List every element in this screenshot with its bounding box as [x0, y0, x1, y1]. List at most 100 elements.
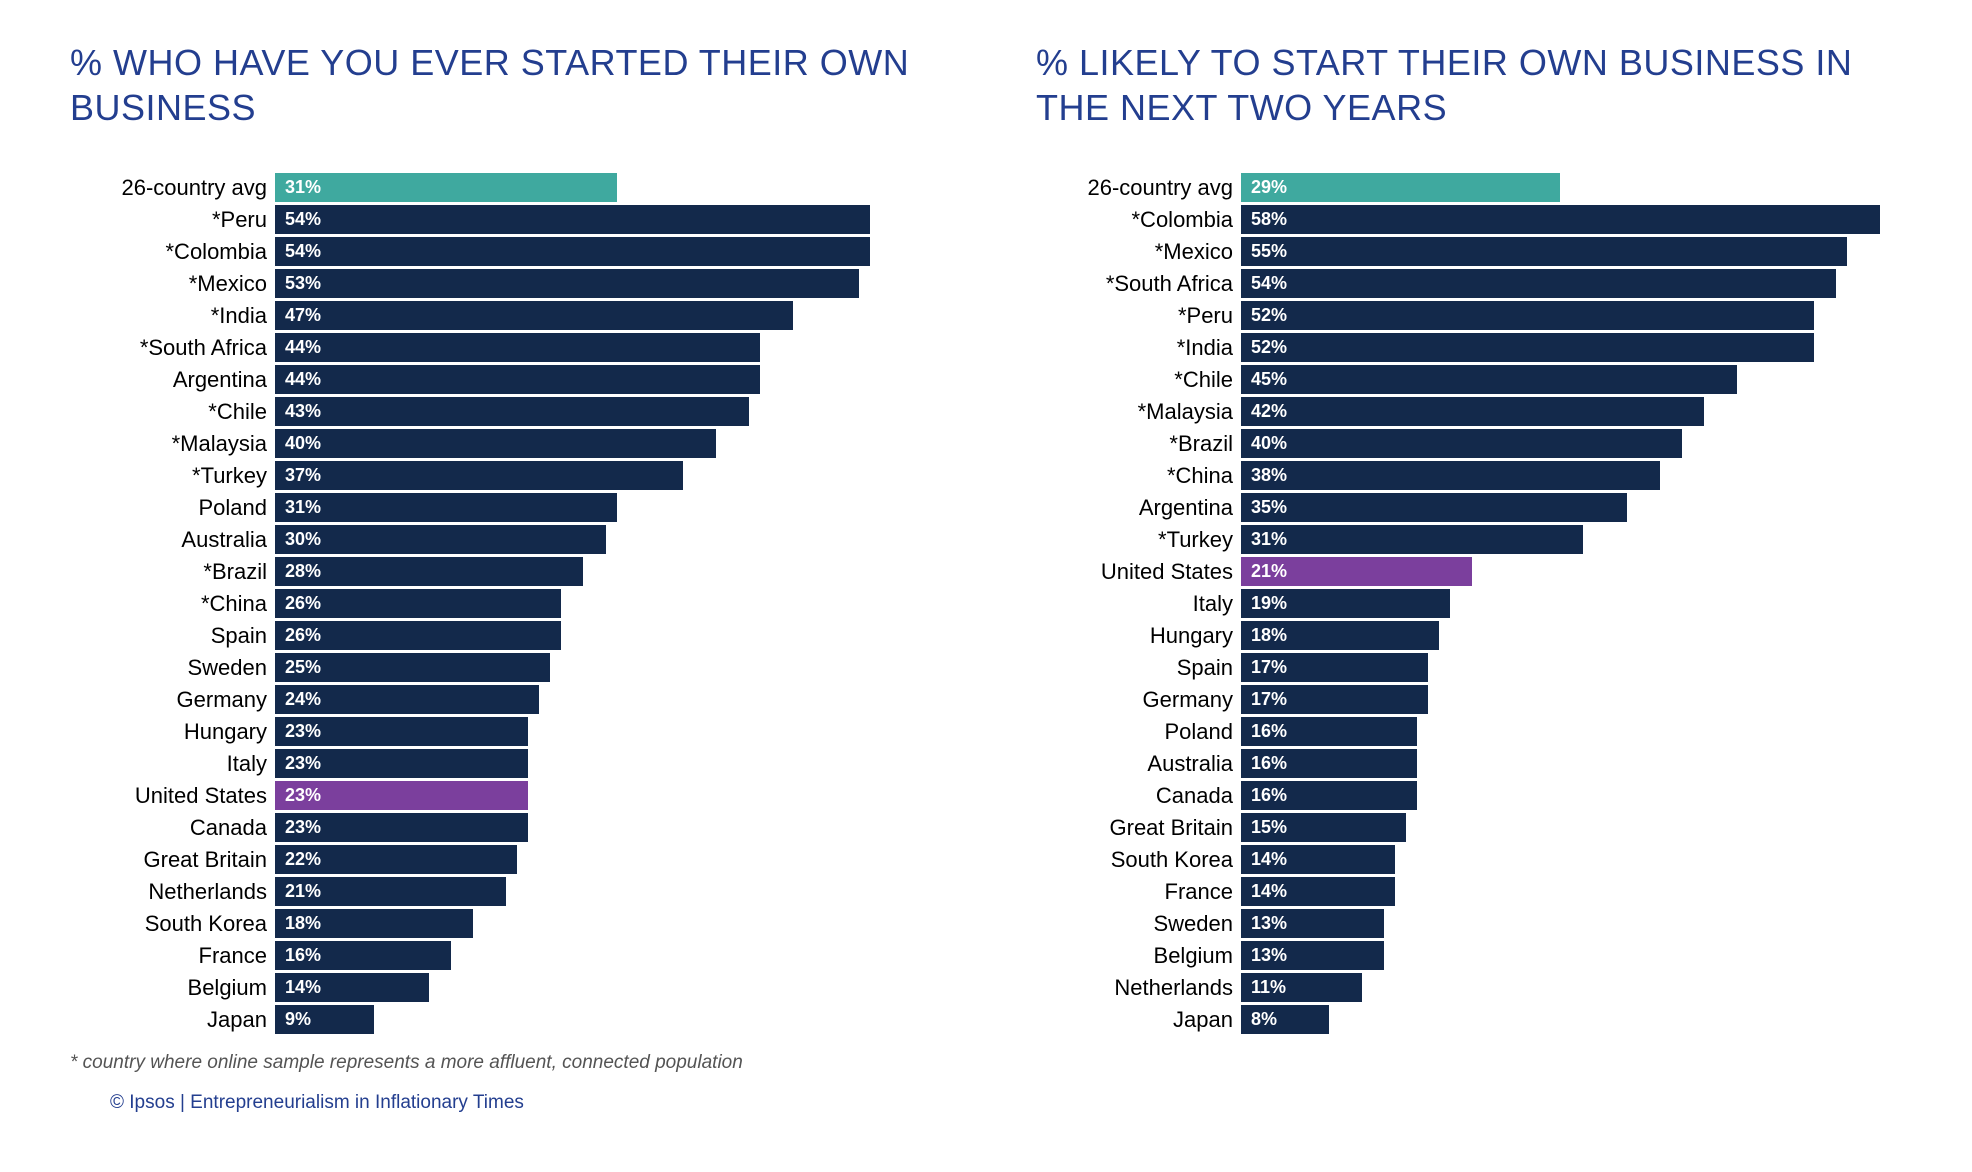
bar-fill: 40%: [1241, 429, 1682, 458]
bar-track: 26%: [275, 589, 936, 618]
bar-fill: 42%: [1241, 397, 1704, 426]
bar-fill: 24%: [275, 685, 539, 714]
bar-track: 35%: [1241, 493, 1902, 522]
bar-fill: 23%: [275, 749, 528, 778]
bar-fill: 52%: [1241, 301, 1814, 330]
bar-label: Australia: [1036, 751, 1241, 777]
bar-row: United States21%: [1036, 557, 1902, 586]
bar-track: 52%: [1241, 333, 1902, 362]
bar-fill: 14%: [1241, 845, 1395, 874]
bar-label: *Peru: [1036, 303, 1241, 329]
bar-value: 47%: [275, 305, 321, 326]
bar-label: Japan: [70, 1007, 275, 1033]
bar-track: 40%: [1241, 429, 1902, 458]
bar-value: 22%: [275, 849, 321, 870]
bar-track: 58%: [1241, 205, 1902, 234]
bar-track: 31%: [1241, 525, 1902, 554]
bar-row: *Chile45%: [1036, 365, 1902, 394]
bar-label: Spain: [70, 623, 275, 649]
bar-track: 37%: [275, 461, 936, 490]
bar-fill: 26%: [275, 589, 561, 618]
bar-fill: 14%: [275, 973, 429, 1002]
bar-row: Canada16%: [1036, 781, 1902, 810]
bar-track: 38%: [1241, 461, 1902, 490]
bar-fill: 31%: [275, 173, 617, 202]
bar-row: Argentina44%: [70, 365, 936, 394]
bar-value: 24%: [275, 689, 321, 710]
bar-label: *Brazil: [1036, 431, 1241, 457]
bar-value: 13%: [1241, 913, 1287, 934]
bar-track: 23%: [275, 749, 936, 778]
bar-track: 52%: [1241, 301, 1902, 330]
bar-fill: 21%: [275, 877, 506, 906]
bar-value: 8%: [1241, 1009, 1277, 1030]
bar-fill: 15%: [1241, 813, 1406, 842]
bar-label: *Peru: [70, 207, 275, 233]
bar-row: Belgium14%: [70, 973, 936, 1002]
bar-fill: 16%: [1241, 717, 1417, 746]
bar-fill: 17%: [1241, 685, 1428, 714]
bar-fill: 37%: [275, 461, 683, 490]
bar-label: *Turkey: [1036, 527, 1241, 553]
bar-fill: 55%: [1241, 237, 1847, 266]
bar-value: 38%: [1241, 465, 1287, 486]
bar-row: *Brazil40%: [1036, 429, 1902, 458]
bar-fill: 26%: [275, 621, 561, 650]
bar-track: 18%: [1241, 621, 1902, 650]
footnote-text: * country where online sample represents…: [70, 1052, 1902, 1074]
bar-fill: 23%: [275, 717, 528, 746]
bar-track: 55%: [1241, 237, 1902, 266]
bar-track: 19%: [1241, 589, 1902, 618]
bar-row: France14%: [1036, 877, 1902, 906]
bar-value: 19%: [1241, 593, 1287, 614]
bar-fill: 54%: [1241, 269, 1836, 298]
bar-track: 54%: [275, 205, 936, 234]
bar-fill: 29%: [1241, 173, 1560, 202]
bar-fill: 43%: [275, 397, 749, 426]
bar-row: *China38%: [1036, 461, 1902, 490]
bar-value: 15%: [1241, 817, 1287, 838]
bar-label: Hungary: [70, 719, 275, 745]
bar-value: 31%: [1241, 529, 1287, 550]
bar-track: 9%: [275, 1005, 936, 1034]
bar-value: 23%: [275, 721, 321, 742]
bar-value: 29%: [1241, 177, 1287, 198]
bar-track: 28%: [275, 557, 936, 586]
bar-row: South Korea14%: [1036, 845, 1902, 874]
bar-track: 21%: [1241, 557, 1902, 586]
bar-label: Hungary: [1036, 623, 1241, 649]
bar-value: 16%: [1241, 721, 1287, 742]
bar-label: *Chile: [70, 399, 275, 425]
bar-row: Sweden13%: [1036, 909, 1902, 938]
bar-label: *Malaysia: [70, 431, 275, 457]
credit-text: © Ipsos | Entrepreneurialism in Inflatio…: [110, 1092, 1902, 1114]
bar-track: 23%: [275, 781, 936, 810]
bar-fill: 47%: [275, 301, 793, 330]
bar-fill: 44%: [275, 333, 760, 362]
bar-row: 26-country avg29%: [1036, 173, 1902, 202]
bar-row: *Mexico53%: [70, 269, 936, 298]
bar-label: Great Britain: [70, 847, 275, 873]
bar-track: 16%: [1241, 781, 1902, 810]
bar-fill: 23%: [275, 781, 528, 810]
bar-track: 21%: [275, 877, 936, 906]
bar-row: *India47%: [70, 301, 936, 330]
bar-value: 16%: [1241, 785, 1287, 806]
bar-value: 52%: [1241, 337, 1287, 358]
bar-row: Canada23%: [70, 813, 936, 842]
bar-label: Belgium: [70, 975, 275, 1001]
bar-value: 26%: [275, 593, 321, 614]
bar-value: 23%: [275, 817, 321, 838]
bar-row: Australia16%: [1036, 749, 1902, 778]
bar-track: 16%: [275, 941, 936, 970]
bar-fill: 8%: [1241, 1005, 1329, 1034]
left-chart-panel: % WHO HAVE YOU EVER STARTED THEIR OWN BU…: [70, 40, 936, 1034]
bar-row: Germany17%: [1036, 685, 1902, 714]
bar-label: United States: [70, 783, 275, 809]
bar-label: *South Africa: [70, 335, 275, 361]
bar-value: 18%: [275, 913, 321, 934]
bar-fill: 9%: [275, 1005, 374, 1034]
bar-value: 54%: [275, 209, 321, 230]
bar-fill: 28%: [275, 557, 583, 586]
bar-value: 13%: [1241, 945, 1287, 966]
